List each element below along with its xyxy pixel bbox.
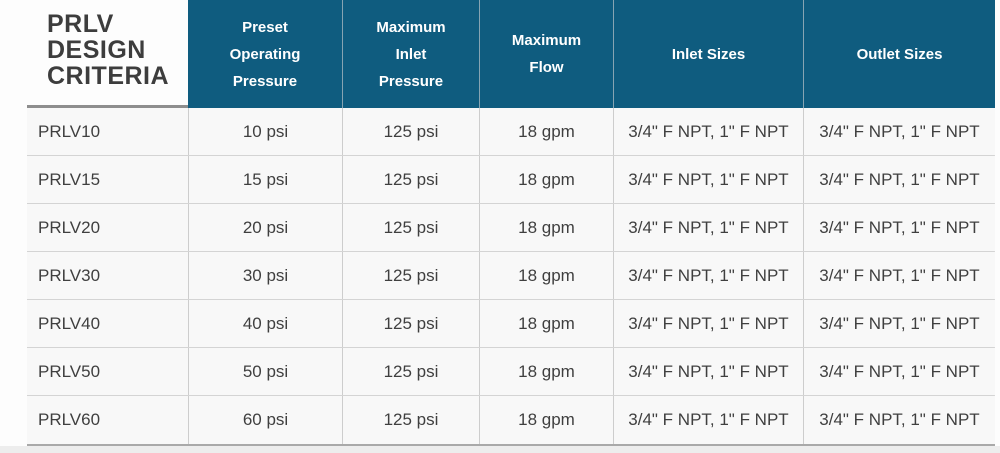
header-line: Outlet Sizes [856,45,943,63]
cell-inlet-sizes: 3/4" F NPT, 1" F NPT [613,252,803,299]
below-table-strip [0,446,1000,453]
cell-preset-operating-pressure: 60 psi [188,396,342,444]
cell-maximum-flow: 18 gpm [479,300,613,347]
cell-maximum-inlet-pressure: 125 psi [342,252,479,299]
cell-maximum-flow: 18 gpm [479,204,613,251]
cell-model: PRLV60 [27,396,188,444]
cell-preset-operating-pressure: 15 psi [188,156,342,203]
cell-model: PRLV50 [27,348,188,395]
cell-inlet-sizes: 3/4" F NPT, 1" F NPT [613,204,803,251]
cell-outlet-sizes: 3/4" F NPT, 1" F NPT [803,204,995,251]
cell-maximum-inlet-pressure: 125 psi [342,396,479,444]
table-header-row: PRLV DESIGN CRITERIA Preset Operating Pr… [27,0,995,108]
header-cell-maximum-flow: Maximum Flow [479,0,613,108]
cell-maximum-inlet-pressure: 125 psi [342,300,479,347]
cell-inlet-sizes: 3/4" F NPT, 1" F NPT [613,396,803,444]
cell-model: PRLV15 [27,156,188,203]
cell-maximum-inlet-pressure: 125 psi [342,108,479,155]
table-row: PRLV40 40 psi 125 psi 18 gpm 3/4" F NPT,… [27,300,995,348]
cell-maximum-flow: 18 gpm [479,396,613,444]
header-cell-preset-operating-pressure: Preset Operating Pressure [188,0,342,108]
cell-outlet-sizes: 3/4" F NPT, 1" F NPT [803,252,995,299]
table-title-line: DESIGN [47,36,146,64]
header-cell-outlet-sizes: Outlet Sizes [803,0,995,108]
header-line: Pressure [232,72,298,90]
cell-outlet-sizes: 3/4" F NPT, 1" F NPT [803,348,995,395]
header-line: Operating [229,45,301,63]
cell-outlet-sizes: 3/4" F NPT, 1" F NPT [803,300,995,347]
cell-maximum-flow: 18 gpm [479,108,613,155]
header-line: Maximum [376,18,446,36]
cell-preset-operating-pressure: 40 psi [188,300,342,347]
cell-outlet-sizes: 3/4" F NPT, 1" F NPT [803,108,995,155]
header-line: Inlet [395,45,427,63]
cell-preset-operating-pressure: 10 psi [188,108,342,155]
cell-model: PRLV30 [27,252,188,299]
cell-maximum-inlet-pressure: 125 psi [342,348,479,395]
cell-maximum-inlet-pressure: 125 psi [342,156,479,203]
cell-inlet-sizes: 3/4" F NPT, 1" F NPT [613,108,803,155]
cell-preset-operating-pressure: 20 psi [188,204,342,251]
cell-model: PRLV10 [27,108,188,155]
cell-maximum-inlet-pressure: 125 psi [342,204,479,251]
cell-model: PRLV20 [27,204,188,251]
cell-maximum-flow: 18 gpm [479,348,613,395]
cell-maximum-flow: 18 gpm [479,252,613,299]
table-row: PRLV50 50 psi 125 psi 18 gpm 3/4" F NPT,… [27,348,995,396]
table-row: PRLV15 15 psi 125 psi 18 gpm 3/4" F NPT,… [27,156,995,204]
table-row: PRLV30 30 psi 125 psi 18 gpm 3/4" F NPT,… [27,252,995,300]
cell-inlet-sizes: 3/4" F NPT, 1" F NPT [613,300,803,347]
cell-maximum-flow: 18 gpm [479,156,613,203]
design-criteria-table: PRLV DESIGN CRITERIA Preset Operating Pr… [27,0,995,446]
table-row: PRLV60 60 psi 125 psi 18 gpm 3/4" F NPT,… [27,396,995,444]
table-row: PRLV10 10 psi 125 psi 18 gpm 3/4" F NPT,… [27,108,995,156]
header-line: Flow [529,59,564,76]
cell-preset-operating-pressure: 50 psi [188,348,342,395]
cell-inlet-sizes: 3/4" F NPT, 1" F NPT [613,348,803,395]
cell-model: PRLV40 [27,300,188,347]
header-cell-inlet-sizes: Inlet Sizes [613,0,803,108]
corner-header-cell: PRLV DESIGN CRITERIA [27,0,188,108]
table-title-line: CRITERIA [47,62,170,90]
header-line: Inlet Sizes [671,45,746,63]
cell-outlet-sizes: 3/4" F NPT, 1" F NPT [803,396,995,444]
header-line: Pressure [378,72,444,90]
header-cell-maximum-inlet-pressure: Maximum Inlet Pressure [342,0,479,108]
table-title-line: PRLV [47,10,114,38]
cell-inlet-sizes: 3/4" F NPT, 1" F NPT [613,156,803,203]
header-line: Preset [242,18,288,36]
cell-outlet-sizes: 3/4" F NPT, 1" F NPT [803,156,995,203]
header-line: Maximum [511,32,582,49]
table-row: PRLV20 20 psi 125 psi 18 gpm 3/4" F NPT,… [27,204,995,252]
table-body: PRLV10 10 psi 125 psi 18 gpm 3/4" F NPT,… [27,108,995,446]
cell-preset-operating-pressure: 30 psi [188,252,342,299]
